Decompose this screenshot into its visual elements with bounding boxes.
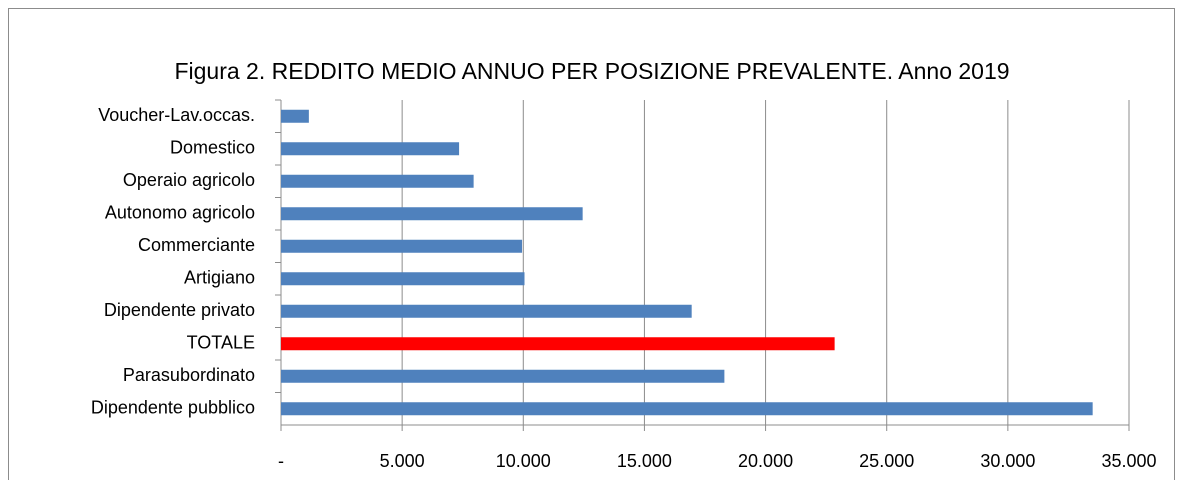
bar — [281, 337, 835, 351]
bar — [281, 369, 725, 383]
y-tick-label: Dipendente pubblico — [91, 398, 255, 418]
x-tick-label: - — [278, 451, 284, 471]
y-tick-label: Commerciante — [138, 235, 255, 255]
x-tick-label: 20.000 — [738, 451, 793, 471]
bar — [281, 239, 523, 253]
chart-title: Figura 2. REDDITO MEDIO ANNUO PER POSIZI… — [174, 58, 1009, 84]
x-tick-label: 15.000 — [617, 451, 672, 471]
y-tick-label: Operaio agricolo — [123, 170, 255, 190]
y-tick-label: Domestico — [170, 138, 255, 158]
y-tick-label: Autonomo agricolo — [105, 203, 255, 223]
bar — [281, 402, 1093, 416]
bar — [281, 304, 692, 318]
x-tick-label: 35.000 — [1101, 451, 1156, 471]
y-tick-label: Dipendente privato — [104, 300, 255, 320]
bar — [281, 207, 583, 221]
bar — [281, 174, 474, 188]
bar — [281, 142, 460, 156]
y-tick-label: TOTALE — [187, 333, 255, 353]
y-tick-label: Artigiano — [184, 268, 255, 288]
bar — [281, 272, 525, 286]
y-tick-label: Parasubordinato — [123, 365, 255, 385]
x-tick-label: 5.000 — [380, 451, 425, 471]
bar — [281, 109, 309, 123]
x-tick-label: 30.000 — [980, 451, 1035, 471]
y-tick-label: Voucher-Lav.occas. — [98, 105, 255, 125]
chart-frame — [8, 8, 1175, 480]
x-tick-label: 10.000 — [496, 451, 551, 471]
x-tick-label: 25.000 — [859, 451, 914, 471]
